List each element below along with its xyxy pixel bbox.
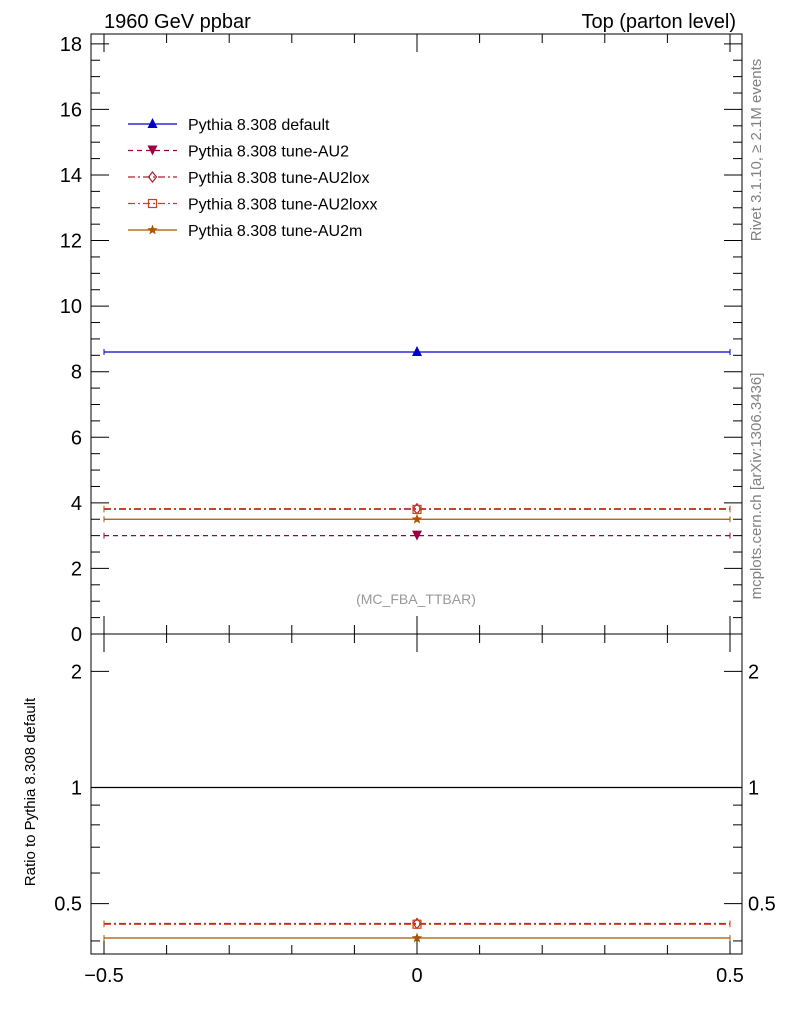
- legend-item: Pythia 8.308 tune-AU2loxx: [128, 197, 377, 214]
- legend-marker: [147, 224, 158, 235]
- legend-item: Pythia 8.308 tune-AU2m: [128, 223, 362, 240]
- legend-label: Pythia 8.308 tune-AU2lox: [188, 170, 369, 187]
- legend-label: Pythia 8.308 tune-AU2: [188, 144, 349, 161]
- ratio-plot-panel: 0.5 0.5 1 1 2 2 −0.5 0 0.5: [54, 633, 776, 987]
- main-y-tick-label: 0: [71, 624, 82, 646]
- header-energy-label: 1960 GeV ppbar: [104, 11, 251, 33]
- main-y-axis: 0 2 4 6 8 10 12 14 16 18: [60, 34, 742, 646]
- ratio-y-tick-label-right: 2: [748, 661, 759, 683]
- main-series-pythia-8-308-tune-au2: [103, 530, 731, 541]
- header-process-label: Top (parton level): [581, 11, 736, 33]
- ratio-series-pythia-8-308-tune-au2m: [103, 932, 731, 943]
- main-series-pythia-8-308-tune-au2loxx: [103, 504, 731, 515]
- legend-label: Pythia 8.308 tune-AU2loxx: [188, 197, 377, 214]
- main-y-tick-label: 18: [60, 34, 82, 56]
- legend: Pythia 8.308 default Pythia 8.308 tune-AU…: [128, 117, 377, 240]
- legend-item: Pythia 8.308 tune-AU2: [128, 144, 349, 161]
- main-y-tick-label: 8: [71, 362, 82, 384]
- main-x-axis: [103, 34, 731, 634]
- main-y-tick-label: 16: [60, 99, 82, 121]
- main-series-pythia-8-308-default: [103, 346, 731, 357]
- legend-item: Pythia 8.308 default: [128, 117, 330, 134]
- ratio-y-tick-label-right: 0.5: [748, 894, 776, 916]
- ratio-series-group: [91, 786, 742, 943]
- main-series-point: [411, 513, 423, 524]
- main-y-tick-label: 10: [60, 296, 82, 318]
- main-y-tick-label: 4: [71, 493, 82, 515]
- main-series-point: [412, 530, 422, 541]
- legend-label: Pythia 8.308 default: [188, 117, 330, 134]
- ratio-x-tick-label: 0: [411, 965, 422, 987]
- legend-marker: [147, 198, 158, 209]
- rivet-version-label: Rivet 3.1.10, ≥ 2.1M events: [748, 59, 765, 242]
- legend-item: Pythia 8.308 tune-AU2lox: [128, 170, 369, 187]
- ratio-y-tick-label: 1: [71, 777, 82, 799]
- main-y-tick-label: 2: [71, 558, 82, 580]
- ratio-x-tick-label: 0.5: [716, 965, 744, 987]
- main-plot-panel: 0 2 4 6 8 10 12 14 16 18: [60, 33, 743, 646]
- ratio-plot-frame: [90, 633, 743, 955]
- main-series-point: [412, 504, 422, 515]
- ratio-x-tick-label: −0.5: [84, 965, 123, 987]
- main-series-point: [412, 346, 422, 357]
- main-series-pythia-8-308-tune-au2m: [103, 513, 731, 524]
- legend-label: Pythia 8.308 tune-AU2m: [188, 223, 362, 240]
- ratio-y-tick-label-right: 1: [748, 777, 759, 799]
- main-series-group: [103, 346, 731, 541]
- legend-marker: [147, 145, 158, 156]
- source-label: mcplots.cern.ch [arXiv:1306.3436]: [748, 373, 765, 600]
- ratio-series-point: [412, 919, 422, 929]
- main-y-tick-label: 14: [60, 165, 82, 187]
- legend-marker: [147, 118, 158, 128]
- ratio-y-tick-label: 0.5: [54, 894, 82, 916]
- main-y-tick-label: 12: [60, 231, 82, 253]
- ratio-y-tick-label: 2: [71, 661, 82, 683]
- legend-marker: [147, 171, 158, 183]
- ratio-x-axis: −0.5 0 0.5: [84, 634, 744, 987]
- ratio-series-pythia-8-308-tune-au2loxx: [103, 919, 731, 929]
- analysis-watermark: (MC_FBA_TTBAR): [356, 591, 476, 607]
- main-y-tick-label: 6: [71, 427, 82, 449]
- ratio-y-axis-label: Ratio to Pythia 8.308 default: [22, 697, 39, 886]
- ratio-series-point: [411, 932, 423, 943]
- ratio-y-axis: 0.5 0.5 1 1 2 2: [54, 661, 776, 942]
